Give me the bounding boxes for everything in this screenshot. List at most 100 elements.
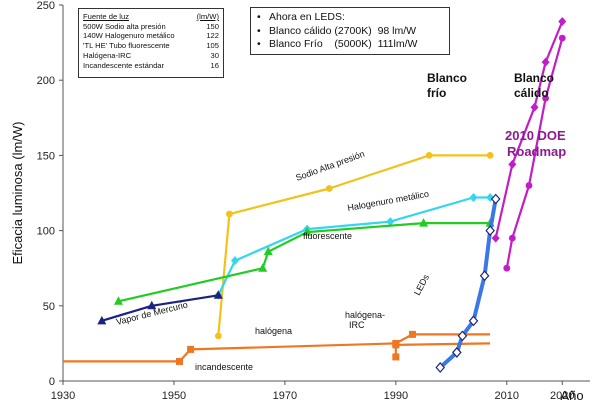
data-point [392, 341, 400, 349]
series-line [394, 342, 491, 357]
data-point [558, 34, 566, 42]
data-point [541, 57, 550, 67]
bullet: • [257, 24, 261, 37]
table-row-label: Halógena-IRC [83, 50, 132, 60]
data-point [525, 182, 533, 189]
x-tick-label: 2020 [550, 390, 574, 402]
annotation-blanco-frio: frío [427, 86, 446, 100]
data-point [419, 218, 429, 227]
table-row-label: 'TL HE' Tubo fluorescente [83, 41, 170, 51]
data-point [435, 362, 446, 373]
series-halógena [175, 330, 491, 365]
annotation-blanco-calido: cálido [514, 86, 549, 100]
x-tick-label: 2010 [495, 390, 519, 402]
y-tick-label: 100 [37, 226, 55, 238]
data-point [302, 227, 312, 236]
series-label: halógena- [345, 310, 385, 320]
data-point [258, 263, 268, 272]
series-leds [435, 193, 501, 373]
series-line [217, 154, 491, 336]
annotation-blanco-calido: Blanco [514, 71, 554, 85]
data-point [503, 264, 511, 272]
data-point [491, 233, 500, 243]
data-point [97, 315, 107, 325]
light-source-table: Fuente de luz (lm/W) 500W Sodio alta pre… [78, 8, 224, 78]
data-point [490, 193, 501, 205]
table-row-label: 500W Sodio alta presión [83, 21, 166, 31]
x-tick-label: 1930 [51, 390, 75, 402]
data-point [468, 315, 479, 327]
led-info-box: • Ahora en LEDS: • Blanco cálido (2700K) 9… [250, 7, 450, 55]
y-tick-label: 250 [37, 0, 55, 12]
data-point [479, 270, 490, 282]
table-row-value: 150 [206, 21, 219, 31]
series-label: halógena [255, 326, 292, 336]
data-point [508, 159, 517, 169]
data-point [530, 102, 539, 112]
x-axis-label: Año [560, 388, 583, 403]
data-point [263, 246, 273, 256]
led-box-title: Ahora en LEDS: [269, 11, 345, 23]
x-tick-label: 1970 [273, 390, 297, 402]
series-halógena-irc [392, 341, 491, 361]
data-point [457, 330, 468, 342]
data-point [213, 290, 223, 299]
axes: 1930 1950 1970 1990 2010 2020 0 50 100 150 200 250 A… [10, 0, 590, 403]
data-point [425, 152, 433, 159]
x-tick-label: 1950 [162, 390, 186, 402]
led-box-label: Blanco Frío (5000K) [269, 38, 372, 50]
series-label: Halogenuro metálico [347, 189, 430, 213]
series-line [118, 222, 491, 303]
data-point [469, 193, 478, 203]
y-tick-label: 50 [43, 301, 55, 313]
led-box-label: Blanco cálido (2700K) [269, 24, 372, 37]
annotation-doe-roadmap: 2010 DOE [505, 128, 566, 143]
bullet: • [257, 11, 261, 23]
annotation-blanco-frio: Blanco [427, 71, 467, 85]
table-row-value: 30 [210, 50, 219, 60]
data-point [542, 94, 550, 102]
annotation-doe-roadmap: Roadmap [507, 144, 566, 159]
data-point [386, 217, 395, 227]
series-line [178, 333, 491, 363]
table-row-value: 16 [210, 60, 219, 70]
data-point [226, 210, 233, 218]
series-label: Sodio Alta presión [294, 149, 366, 183]
data-point [452, 347, 462, 358]
data-point [325, 185, 333, 192]
led-box-value: 98 lm/W [377, 24, 417, 37]
data-point [408, 330, 416, 338]
series-blanco-cálido [503, 34, 566, 272]
series-line [217, 196, 491, 296]
series-vapor-de-mercurio [97, 290, 223, 325]
series-blanco-frío [491, 17, 567, 243]
x-tick-label: 1990 [384, 390, 408, 402]
data-point [230, 256, 239, 266]
series-layer [63, 17, 567, 373]
data-point [187, 345, 195, 353]
y-tick-label: 150 [37, 150, 55, 162]
table-row-value: 122 [206, 31, 219, 41]
data-point [485, 225, 495, 237]
series-label: incandescente [195, 362, 253, 372]
table-header-unit: (lm/W) [196, 12, 219, 21]
data-point [486, 152, 494, 159]
table-row-label: Incandescente estándar [83, 60, 165, 70]
table-row-label: 140W Halogenuro metálico [83, 31, 175, 41]
table-header-label: Fuente de luz [83, 12, 130, 21]
bullet: • [257, 38, 261, 50]
series-label: IRC [349, 320, 365, 330]
series-sodio-alta-presión [214, 152, 494, 340]
data-point [558, 17, 567, 27]
data-point [113, 296, 123, 305]
data-point [508, 234, 516, 242]
data-point [392, 353, 400, 361]
y-tick-label: 200 [37, 75, 55, 87]
y-tick-label: 0 [49, 376, 55, 388]
led-box-value: 111lm/W [377, 38, 418, 50]
table-row-value: 105 [206, 41, 219, 51]
data-point [147, 300, 157, 310]
series-label: fluorescente [303, 231, 352, 241]
series-label: LEDs [412, 272, 431, 297]
